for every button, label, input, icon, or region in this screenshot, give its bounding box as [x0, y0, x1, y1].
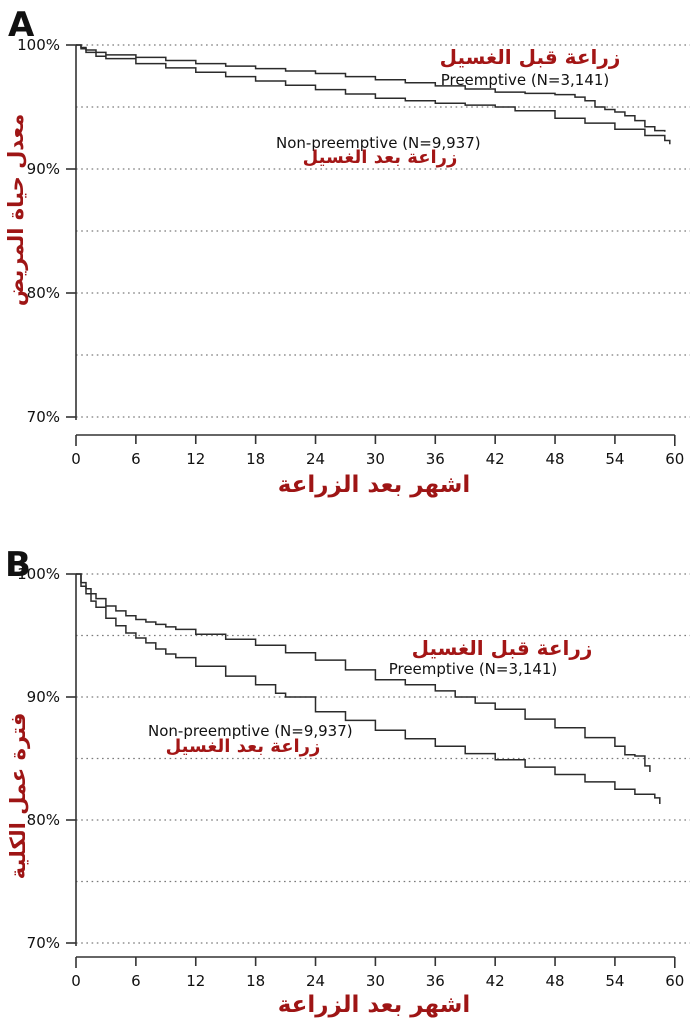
- x-tick-label: 12: [186, 972, 206, 990]
- x-tick-label: 42: [485, 972, 505, 990]
- non-preemptive-curve: [76, 573, 661, 804]
- panel-b-preemptive-label-arabic: زراعة قبل الغسيل: [411, 636, 593, 660]
- x-tick-label: 24: [305, 450, 326, 468]
- panel-b-x-axis-title: اشهر بعد الزراعة: [277, 992, 471, 1018]
- preemptive-curve: [76, 573, 651, 772]
- x-tick-label: 30: [365, 972, 385, 990]
- x-tick-label: 0: [71, 450, 81, 468]
- panel-b-non-preemptive-label-arabic: زراعة بعد الغسيل: [165, 736, 321, 757]
- x-tick-label: 6: [131, 450, 141, 468]
- x-tick-label: 42: [485, 450, 505, 468]
- y-tick-label: 80%: [26, 284, 60, 302]
- panel-a-non-preemptive-label-arabic: زراعة بعد الغسيل: [302, 147, 458, 168]
- panel-b-preemptive-label: Preemptive (N=3,141): [388, 660, 558, 678]
- panel-a-plot: [66, 44, 690, 446]
- y-tick-label: 70%: [26, 934, 60, 952]
- x-tick-label: 36: [425, 450, 445, 468]
- panel-b-plot: [66, 573, 690, 968]
- panel-a-letter: A: [8, 5, 35, 45]
- y-tick-label: 100%: [17, 565, 60, 583]
- x-tick-label: 12: [186, 450, 206, 468]
- panel-a-preemptive-label-arabic: زراعة قبل الغسيل: [439, 45, 621, 69]
- x-tick-label: 60: [665, 972, 685, 990]
- x-tick-label: 30: [365, 450, 385, 468]
- panel-b-letter: B: [5, 545, 31, 585]
- y-tick-label: 70%: [26, 408, 60, 426]
- y-tick-label: 100%: [17, 36, 60, 54]
- panel-a-preemptive-label: Preemptive (N=3,141): [440, 71, 610, 89]
- y-tick-label: 90%: [26, 160, 60, 178]
- panel-a-x-axis-title: اشهر بعد الزراعة: [277, 472, 471, 498]
- y-tick-label: 90%: [26, 688, 60, 706]
- y-tick-label: 80%: [26, 811, 60, 829]
- x-tick-label: 24: [305, 972, 326, 990]
- x-tick-label: 48: [545, 450, 565, 468]
- panel-b-non-preemptive-label: Non-preemptive (N=9,937): [148, 722, 353, 740]
- non-preemptive-curve: [76, 44, 671, 145]
- x-tick-label: 54: [605, 450, 625, 468]
- x-tick-label: 36: [425, 972, 445, 990]
- x-tick-label: 18: [246, 972, 266, 990]
- x-tick-label: 6: [131, 972, 141, 990]
- x-tick-label: 54: [605, 972, 625, 990]
- x-tick-label: 18: [246, 450, 266, 468]
- x-tick-label: 48: [545, 972, 565, 990]
- panel-a-non-preemptive-label: Non-preemptive (N=9,937): [276, 134, 481, 152]
- preemptive-curve: [76, 44, 666, 132]
- x-tick-label: 60: [665, 450, 685, 468]
- x-tick-label: 0: [71, 972, 81, 990]
